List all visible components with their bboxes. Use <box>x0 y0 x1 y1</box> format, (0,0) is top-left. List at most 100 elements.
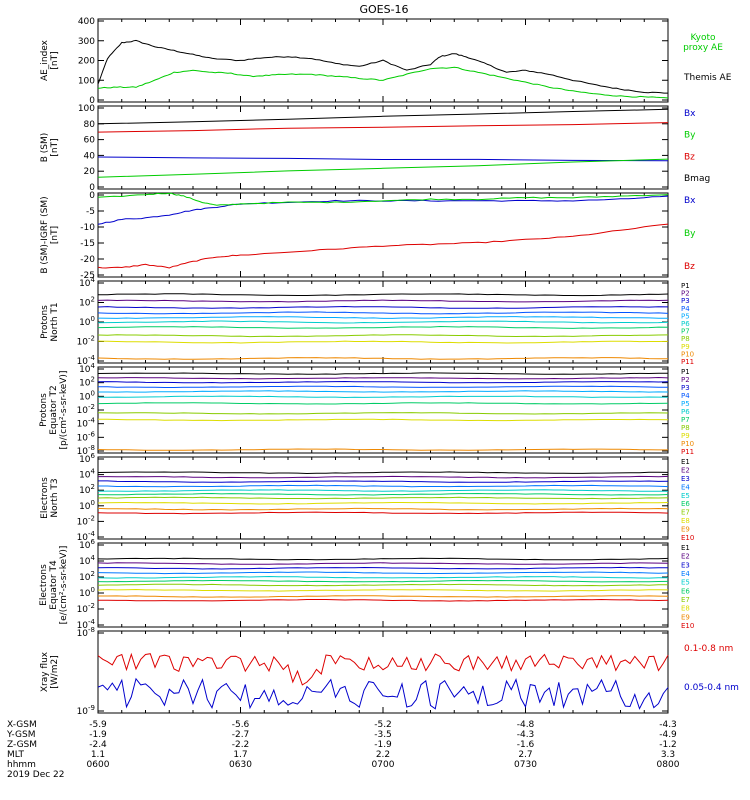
y-tick-label: 10-4 <box>77 354 96 367</box>
y-tick-label: 60 <box>84 136 96 146</box>
legend-0-05-0-4-nm: 0.05-0.4 nm <box>684 683 739 693</box>
channel-line-p4 <box>97 385 668 388</box>
legend-p3: P3 <box>681 384 690 392</box>
panel-4: Protons North T1 104 102 100 10-2 10-4 P1P2P3P4… <box>40 276 694 367</box>
legend-e4: E4 <box>681 570 690 578</box>
y-tick-label: 10-4 <box>77 417 96 430</box>
legend-bx: Bx <box>684 196 696 206</box>
legend-e7: E7 <box>681 509 690 517</box>
y-axis-label: Electrons <box>40 477 50 519</box>
ephemeris-label: Y-GSM <box>6 730 35 740</box>
channel-line-e4 <box>97 571 669 575</box>
ephemeris-value: -4.9 <box>659 730 677 740</box>
legend-e6: E6 <box>681 500 690 508</box>
channel-line-p10 <box>97 357 668 360</box>
channel-line-p7 <box>97 402 669 405</box>
panel-5: Protons Equator T2 [p/(cm²-s-sr-keV)]10410… <box>39 362 694 457</box>
y-tick-label: 10-2 <box>77 403 95 416</box>
y-tick-label: 100 <box>79 315 95 328</box>
ephemeris-value: -1.9 <box>374 740 392 750</box>
y-tick-label: 10-6 <box>77 430 96 443</box>
channel-line-p1 <box>97 372 669 375</box>
channel-line-e5 <box>97 489 668 492</box>
channel-line-p2 <box>97 376 669 380</box>
channel-line-e2 <box>98 475 669 479</box>
channel-line-e3 <box>98 480 669 483</box>
channel-line-e1 <box>97 471 669 475</box>
y-axis-label: B (SM)-IGRF (SM) <box>40 196 50 273</box>
y-tick-label: 104 <box>79 276 95 289</box>
legend-e10: E10 <box>681 534 694 542</box>
y-tick-label: 80 <box>84 120 96 130</box>
channel-line-p3 <box>97 380 669 384</box>
panel-frame <box>97 105 669 190</box>
channel-line-e10 <box>97 511 669 515</box>
legend-by: By <box>684 229 696 239</box>
channel-line-p3 <box>97 305 669 309</box>
y-tick-label: 10-8 <box>77 444 95 457</box>
channel-line-p8 <box>97 334 669 338</box>
panel-frame <box>97 366 669 454</box>
ephemeris-value: -1.2 <box>659 740 677 750</box>
y-tick-label: 104 <box>79 554 95 567</box>
legend-bx: Bx <box>684 109 696 119</box>
legend-p5: P5 <box>681 312 690 320</box>
channel-line-p9 <box>97 340 669 344</box>
channel-line-e6 <box>97 492 669 496</box>
ephemeris-value: 0700 <box>372 760 395 770</box>
panel-3: B (SM)-IGRF (SM) [nT] 0 -5 -10 -15 -20 -25 Bx By B… <box>40 191 696 281</box>
series-line-themis-ae <box>97 39 668 94</box>
legend-p1: P1 <box>681 368 690 376</box>
y-axis-label: B (SM) <box>40 133 50 163</box>
y-tick-label: 10-2 <box>77 602 95 615</box>
series-line-by <box>97 158 669 178</box>
plot-title: GOES-16 <box>359 3 408 16</box>
legend-e4: E4 <box>681 483 690 491</box>
y-tick-label: 200 <box>78 57 95 67</box>
y-tick-label: -5 <box>86 207 95 217</box>
y-tick-label: 100 <box>79 499 95 512</box>
y-tick-label: 102 <box>79 376 95 389</box>
legend-p8: P8 <box>681 424 690 432</box>
legend-e3: E3 <box>681 561 690 569</box>
y-tick-label: 100 <box>79 389 95 402</box>
legend-e8: E8 <box>681 605 690 613</box>
ephemeris-value: 3.3 <box>661 750 675 760</box>
ephemeris-value: -5.2 <box>374 720 392 730</box>
y-tick-label: 102 <box>79 296 95 309</box>
y-tick-label: 10-2 <box>77 335 95 348</box>
legend-p4: P4 <box>681 305 690 313</box>
ephemeris-value: 2.7 <box>518 750 532 760</box>
y-tick-label: 100 <box>78 76 95 86</box>
legend-p10: P10 <box>681 350 694 358</box>
channel-line-e8 <box>97 501 669 505</box>
ephemeris-value: 1.7 <box>233 750 247 760</box>
channel-line-e7 <box>97 496 669 500</box>
legend-e6: E6 <box>681 587 690 595</box>
y-tick-label: 10-9 <box>77 704 95 717</box>
legend-e8: E8 <box>681 517 690 525</box>
y-tick-label: 10-2 <box>77 514 95 527</box>
legend-e5: E5 <box>681 492 690 500</box>
legend-e3: E3 <box>681 475 690 483</box>
ephemeris-value: -1.6 <box>517 740 535 750</box>
ephemeris-value: -1.9 <box>89 730 107 740</box>
legend-e2: E2 <box>681 466 690 474</box>
y-tick-label: 40 <box>84 151 96 161</box>
panel-2: B (SM) [nT] 100 80 60 40 20 0 Bx By Bz Bmag <box>40 104 710 193</box>
legend-bmag: Bmag <box>684 174 710 184</box>
channel-line-e7 <box>97 583 668 587</box>
channel-line-p1 <box>98 293 669 297</box>
y-axis-label: Protons <box>39 393 49 427</box>
y-tick-label: 100 <box>79 586 95 599</box>
panel-7: Electrons Equator T4 [e/(cm²-s-sr-keV)] 106… <box>39 538 694 631</box>
legend-p3: P3 <box>681 297 690 305</box>
y-tick-label: 102 <box>79 483 95 496</box>
panel-1: AE_index [nT] 400 300 200 100 0 Themis AE Kyotop… <box>40 17 732 106</box>
series-line-bx <box>97 195 669 225</box>
channel-line-p7 <box>97 325 669 329</box>
y-axis-label: [nT] <box>50 226 60 244</box>
legend-e1: E1 <box>681 458 690 466</box>
channel-line-p8 <box>97 412 669 415</box>
channel-line-p5 <box>97 316 669 319</box>
